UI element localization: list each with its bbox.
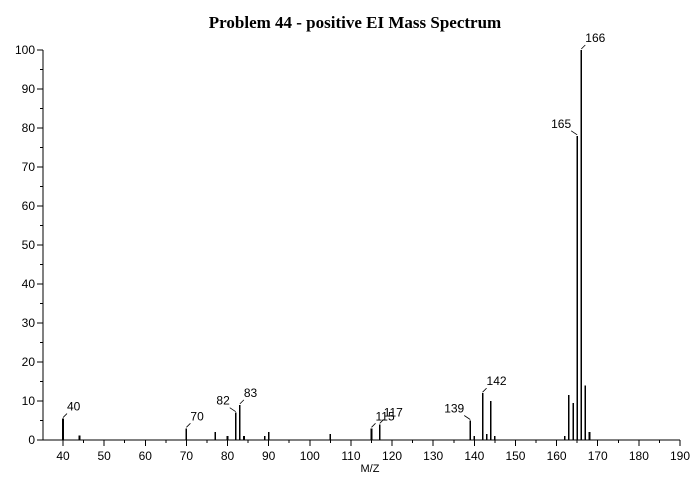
x-tick-label: 100 [300,449,320,463]
peak-label: 82 [216,394,230,408]
peak-label: 139 [444,402,464,416]
x-tick-label: 140 [464,449,484,463]
x-tick-label: 160 [547,449,567,463]
chart-title: Problem 44 - positive EI Mass Spectrum [209,13,501,32]
x-axis-ticks: 40 50 60 70 80 90 100 110 120 130 140 150 160 170 180 1… [56,440,690,463]
peak-label-leader [239,399,245,405]
x-tick-label: 110 [341,449,360,463]
x-tick-label: 40 [56,449,70,463]
peak-label: 165 [551,117,571,131]
peak-label-leader [62,413,68,418]
y-axis-ticks: 0 10 20 30 40 50 60 70 80 90 100 [15,43,43,447]
x-tick-label: 180 [629,449,649,463]
peak-label-leader [463,415,471,420]
x-tick-label: 150 [505,449,525,463]
x-tick-label: 60 [139,449,153,463]
x-tick-label: 50 [97,449,111,463]
y-tick-label: 30 [22,316,36,330]
y-tick-label: 40 [22,277,36,291]
y-tick-label: 50 [22,238,36,252]
x-tick-label: 70 [180,449,194,463]
x-tick-label: 120 [382,449,402,463]
peak-label: 83 [244,386,258,400]
peak-label-leader [186,423,191,428]
y-tick-label: 90 [22,82,36,96]
y-tick-label: 70 [22,160,36,174]
y-tick-label: 60 [22,199,36,213]
y-tick-label: 100 [15,43,35,57]
x-tick-label: 130 [423,449,443,463]
y-tick-label: 20 [22,355,36,369]
x-tick-label: 190 [670,449,690,463]
x-tick-label: 170 [588,449,608,463]
peak-label: 115 [376,409,395,423]
x-axis-label: M/Z [361,463,380,475]
peak-label: 142 [487,374,507,388]
peak-label-leader [229,407,236,413]
peak-label: 166 [585,31,605,45]
peak-label-leader [482,387,487,393]
y-tick-label: 10 [22,394,36,408]
x-tick-label: 90 [262,449,276,463]
peak-label-leader [570,130,578,136]
y-tick-label: 80 [22,121,36,135]
spectrum-peaks [62,50,591,440]
peak-label-leader [379,419,385,424]
peak-label-leader [371,423,376,428]
x-tick-label: 80 [221,449,235,463]
peak-label: 40 [67,400,81,414]
y-tick-label: 0 [28,433,35,447]
peak-label: 70 [190,409,204,423]
peak-label-leader [580,44,586,50]
peak-label: 117 [384,405,403,419]
